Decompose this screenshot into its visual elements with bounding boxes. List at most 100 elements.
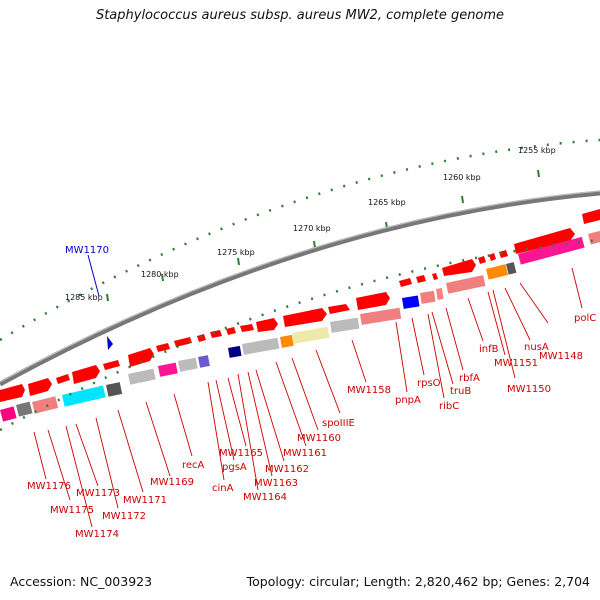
gene-label: MW1165 (219, 448, 263, 459)
gene-arrow (489, 253, 496, 261)
gene-label: MW1158 (347, 385, 391, 396)
gene-label: MW1176 (27, 481, 71, 492)
forward-strand-genes (0, 209, 600, 402)
gene-label: MW1175 (50, 505, 94, 516)
scale-label: 1280 kbp (141, 270, 179, 279)
gene-arrow (156, 343, 170, 352)
genome-summary-text: Topology: circular; Length: 2,820,462 bp… (246, 574, 590, 589)
gene-arrow (499, 250, 508, 258)
gene-block (0, 406, 17, 422)
scale-major-ticks (106, 169, 540, 302)
gene-arrow (442, 259, 476, 276)
gene-label: MW1148 (539, 351, 583, 362)
gene-label: rpsO (417, 378, 441, 389)
gene-block (106, 382, 123, 397)
gene-block (445, 275, 486, 294)
gene-label: MW1160 (297, 433, 341, 444)
gene-label: MW1174 (75, 529, 119, 540)
gene-arrow (28, 378, 52, 396)
gene-block (227, 345, 242, 358)
map-title: Staphylococcus aureus subsp. aureus MW2,… (95, 8, 505, 23)
label-leaders (33, 267, 583, 528)
gene-arrow (356, 292, 390, 310)
gene-block (31, 396, 59, 414)
scale-label: 1265 kbp (368, 198, 406, 207)
gene-label: MW1169 (150, 477, 194, 488)
gene-block (197, 355, 210, 368)
gene-block (178, 357, 198, 372)
scale-label: 1255 kbp (518, 146, 556, 155)
gene-block (359, 307, 402, 325)
gene-block (62, 385, 106, 407)
gene-label: pgsA (222, 462, 247, 473)
gene-arrow (432, 273, 438, 280)
gene-block (402, 295, 420, 309)
gene-label: nusA (524, 342, 549, 353)
gene-label: MW1173 (76, 488, 120, 499)
gene-arrow (72, 365, 100, 384)
gene-arrow (514, 228, 575, 254)
gene-label: MW1151 (494, 358, 538, 369)
gene-arrow (256, 318, 278, 332)
gene-label: MW1162 (265, 464, 309, 475)
gene-arrow (210, 330, 222, 338)
scale-ring (0, 138, 600, 342)
gene-label: spoIIIE (322, 418, 355, 429)
scale-labels: 1285 kbp 1280 kbp 1275 kbp 1270 kbp 1265… (65, 146, 556, 302)
gene-label: MW1161 (283, 448, 327, 459)
scale-label: 1270 kbp (293, 224, 331, 233)
gene-label: truB (450, 386, 471, 397)
gene-arrow (416, 275, 426, 283)
gene-arrow (582, 209, 600, 224)
gene-label: rbfA (459, 373, 480, 384)
inner-dotted-ring (0, 238, 600, 432)
gene-block (486, 264, 509, 280)
gene-arrow (226, 327, 236, 335)
gene-label: MW1172 (102, 511, 146, 522)
gene-labels: polC MW1148 nusA MW1150 MW1151 infB rbfA… (27, 313, 596, 540)
gene-block (292, 326, 330, 344)
scale-label: 1275 kbp (217, 248, 255, 257)
genome-backbone-highlight (0, 190, 600, 383)
highlight-gene-label: MW1170 (65, 245, 109, 256)
gene-block (16, 401, 33, 417)
scale-label: 1285 kbp (65, 293, 103, 302)
reverse-strand-genes (0, 230, 600, 422)
gene-block (330, 317, 360, 333)
gene-label: ribC (439, 401, 459, 412)
accession-text: Accession: NC_003923 (10, 574, 153, 589)
gene-label: MW1150 (507, 384, 551, 395)
gene-arrow (283, 308, 327, 327)
gene-arrow (399, 278, 412, 287)
gene-arrow (103, 360, 120, 370)
gene-block (158, 362, 178, 377)
gene-label: polC (574, 313, 596, 324)
gene-arrow (0, 384, 25, 402)
gene-arrow (328, 304, 350, 314)
gene-label: infB (479, 344, 499, 355)
gene-label: pnpA (395, 395, 421, 406)
gene-arrow (478, 256, 486, 264)
gene-block (506, 262, 517, 275)
gene-block (588, 230, 600, 245)
gene-block (420, 290, 436, 304)
gene-arrow (174, 337, 192, 347)
gene-block (518, 236, 585, 265)
gene-arrow (56, 374, 70, 384)
gene-label: recA (182, 460, 205, 471)
gene-block (436, 288, 444, 300)
scale-label: 1260 kbp (443, 173, 481, 182)
gene-label: cinA (212, 483, 234, 494)
highlight-leader (87, 254, 100, 297)
gene-block (279, 334, 294, 348)
gene-label: MW1164 (243, 492, 287, 503)
gene-block (127, 368, 156, 385)
gene-block (242, 337, 280, 355)
genome-backbone (0, 190, 600, 387)
gene-label: MW1171 (123, 495, 167, 506)
gene-arrow (240, 324, 254, 332)
gene-label: MW1163 (254, 478, 298, 489)
highlight-marker (107, 336, 113, 350)
gene-arrow (128, 348, 154, 367)
